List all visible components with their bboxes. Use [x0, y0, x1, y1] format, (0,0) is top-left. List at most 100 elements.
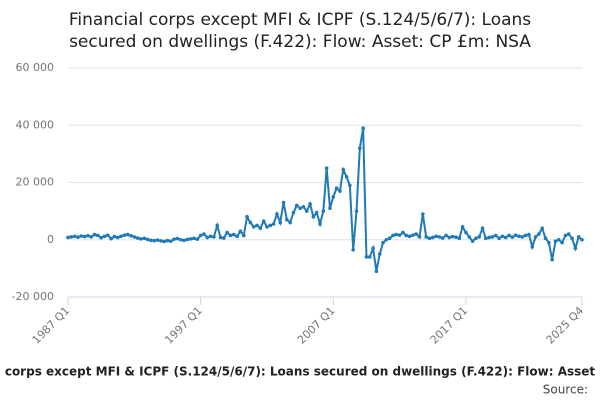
- point: [76, 235, 80, 239]
- point: [570, 236, 574, 241]
- point: [381, 240, 385, 245]
- point: [245, 215, 249, 219]
- point: [576, 235, 581, 239]
- point: [212, 235, 216, 239]
- point: [89, 235, 94, 239]
- point: [188, 237, 193, 241]
- point: [248, 220, 253, 225]
- point: [169, 239, 173, 243]
- point: [394, 232, 399, 237]
- point: [119, 234, 123, 239]
- point: [520, 235, 525, 239]
- point: [314, 210, 319, 215]
- point: [251, 225, 256, 229]
- point: [291, 210, 296, 215]
- point: [271, 222, 276, 226]
- point: [275, 212, 279, 216]
- point: [553, 239, 558, 243]
- point: [547, 240, 551, 245]
- point: [178, 237, 183, 242]
- point: [69, 235, 74, 239]
- x-tick-label: 2025 Q4: [544, 304, 587, 347]
- point: [351, 247, 355, 252]
- point: [510, 235, 515, 239]
- point: [238, 229, 243, 233]
- point: [484, 236, 488, 241]
- point: [132, 235, 137, 239]
- point: [66, 235, 70, 240]
- point: [401, 230, 405, 235]
- point: [165, 238, 170, 243]
- chart-title: Financial corps except MFI & ICPF (S.124…: [69, 10, 531, 30]
- point: [540, 226, 545, 231]
- point: [477, 235, 482, 239]
- point: [318, 222, 322, 226]
- point: [228, 233, 233, 238]
- point: [215, 223, 220, 228]
- point: [421, 212, 425, 216]
- point: [460, 225, 465, 229]
- point: [324, 166, 329, 170]
- point: [122, 233, 127, 237]
- point: [533, 235, 538, 239]
- point: [490, 235, 495, 239]
- x-tick-label: 1987 Q1: [30, 304, 73, 347]
- point: [155, 238, 160, 242]
- point: [125, 232, 130, 237]
- point: [102, 234, 107, 239]
- point: [513, 233, 518, 237]
- point: [208, 234, 213, 239]
- point: [105, 233, 110, 237]
- point: [364, 255, 369, 259]
- point: [304, 209, 309, 213]
- point: [86, 233, 90, 238]
- point: [82, 234, 87, 239]
- point: [135, 236, 140, 240]
- point: [580, 237, 584, 242]
- point: [139, 237, 143, 241]
- point: [427, 236, 432, 241]
- point: [573, 246, 578, 251]
- point: [152, 238, 157, 243]
- point: [268, 223, 273, 228]
- point: [311, 215, 316, 219]
- point: [354, 209, 359, 213]
- point: [523, 233, 528, 238]
- point: [298, 206, 302, 211]
- point: [232, 232, 236, 237]
- point: [464, 230, 468, 235]
- y-tick-label: -20 000: [12, 290, 54, 303]
- point: [503, 235, 508, 240]
- point: [192, 236, 196, 241]
- point: [255, 223, 259, 228]
- source: Source:: [543, 383, 588, 397]
- point: [371, 246, 375, 251]
- point: [404, 233, 409, 238]
- point: [225, 230, 229, 235]
- point: [112, 234, 117, 239]
- point: [348, 183, 352, 188]
- point: [218, 235, 223, 240]
- point: [261, 219, 266, 223]
- point: [202, 232, 206, 236]
- x-tick-label: 2007 Q1: [295, 304, 338, 347]
- point: [205, 235, 210, 240]
- point: [517, 234, 521, 239]
- point: [480, 226, 485, 231]
- point: [563, 233, 568, 238]
- point: [288, 220, 292, 225]
- y-tick-label: 60 000: [16, 61, 55, 74]
- point: [430, 235, 435, 240]
- point: [560, 240, 564, 245]
- point: [295, 203, 299, 208]
- point: [265, 225, 269, 229]
- series-line: [67, 127, 583, 272]
- point: [444, 233, 448, 238]
- point: [281, 200, 286, 205]
- point: [338, 189, 342, 193]
- point: [145, 237, 150, 242]
- point: [328, 206, 332, 211]
- point: [321, 209, 326, 213]
- y-tick-label: 0: [47, 233, 54, 246]
